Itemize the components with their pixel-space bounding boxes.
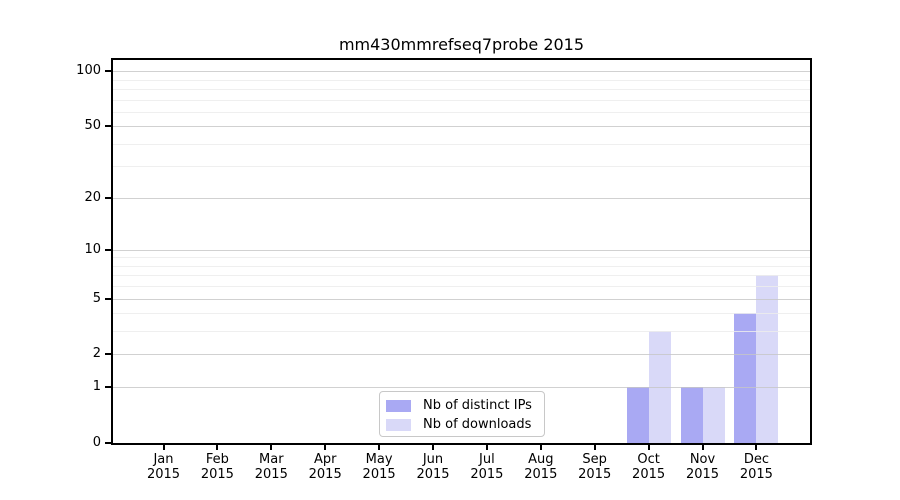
bar-distinct-ips-nov: [680, 387, 703, 443]
plot-border: [111, 58, 812, 445]
x-axis-tick: [485, 445, 488, 450]
x-label-month: Sep: [582, 452, 607, 467]
gridline-minor: [113, 286, 810, 288]
x-label-year: 2015: [578, 467, 612, 482]
x-axis-tick-label: Dec 2015: [724, 452, 788, 482]
x-label-year: 2015: [470, 467, 504, 482]
x-axis-tick: [216, 445, 219, 450]
x-label-month: Jun: [422, 452, 444, 467]
x-axis-tick: [432, 445, 434, 450]
gridline-minor: [113, 88, 810, 90]
x-label-month: Jul: [479, 452, 495, 467]
x-axis-tick: [701, 445, 704, 450]
y-axis-tick-label: 10: [84, 241, 101, 257]
bar-downloads-nov: [702, 387, 725, 443]
y-axis-tick-label: 0: [92, 435, 101, 450]
x-label-month: Mar: [259, 452, 284, 467]
gridline-major: [113, 71, 810, 73]
gridline-major: [113, 197, 810, 199]
gridline-minor: [113, 265, 810, 267]
bar-distinct-ips-oct: [626, 387, 649, 443]
y-axis-tick-label: 5: [92, 290, 101, 306]
legend-label-downloads: Nb of downloads: [423, 417, 532, 432]
bar-distinct-ips-dec: [734, 313, 757, 443]
y-axis-tick: [105, 297, 111, 300]
gridline-minor: [113, 331, 810, 333]
x-axis-tick-label: Jun 2015: [401, 452, 465, 482]
x-label-year: 2015: [200, 467, 234, 482]
y-axis-tick: [105, 386, 111, 389]
y-axis-tick: [105, 248, 111, 251]
y-axis-tick: [105, 70, 111, 73]
x-label-month: Oct: [637, 452, 660, 467]
gridline-minor: [113, 99, 810, 101]
x-axis-tick: [539, 445, 542, 450]
y-axis-tick-label: 20: [84, 189, 101, 205]
y-axis-tick-label: 1: [92, 379, 101, 395]
x-label-year: 2015: [524, 467, 558, 482]
y-axis-tick-label: 50: [84, 118, 101, 134]
x-axis-tick: [378, 445, 381, 450]
x-label-year: 2015: [254, 467, 288, 482]
x-label-year: 2015: [308, 467, 342, 482]
gridline-minor: [113, 143, 810, 145]
x-label-month: Jan: [153, 452, 174, 467]
gridline-minor: [113, 166, 810, 168]
x-axis-tick-label: Apr 2015: [293, 452, 357, 482]
y-axis-tick-label: 2: [92, 346, 101, 362]
x-axis-tick-label: Mar 2015: [239, 452, 303, 482]
x-axis-tick-label: Nov 2015: [671, 452, 735, 482]
gridline-major: [113, 126, 810, 128]
x-axis-tick-label: Sep 2015: [563, 452, 627, 482]
x-label-month: Apr: [313, 452, 337, 467]
legend-swatch-distinct-ips: [386, 399, 411, 412]
gridline-minor: [113, 275, 810, 277]
x-label-year: 2015: [416, 467, 450, 482]
legend-item-distinct-ips: Nb of distinct IPs: [380, 396, 544, 415]
x-axis-tick: [593, 445, 596, 450]
x-label-year: 2015: [146, 467, 181, 482]
y-axis-tick: [105, 125, 111, 128]
legend: Nb of distinct IPs Nb of downloads: [379, 391, 545, 437]
x-axis-tick: [270, 445, 273, 450]
y-axis-tick: [105, 442, 111, 444]
gridline-minor: [113, 313, 810, 315]
y-axis-tick: [105, 353, 111, 356]
x-axis-tick: [647, 445, 650, 450]
x-axis-tick-label: Jul 2015: [455, 452, 519, 482]
x-axis-tick-label: Aug 2015: [509, 452, 573, 482]
y-axis-tick: [105, 196, 111, 199]
x-label-month: May: [365, 452, 393, 467]
legend-item-downloads: Nb of downloads: [380, 415, 544, 434]
x-label-year: 2015: [632, 467, 666, 482]
x-axis-tick-label: May 2015: [347, 452, 411, 482]
x-label-month: Feb: [205, 452, 229, 467]
y-axis-tick-label: 100: [76, 63, 101, 79]
gridline-major: [113, 249, 810, 251]
x-axis-tick: [755, 445, 758, 450]
x-axis-tick-label: Oct 2015: [617, 452, 681, 482]
gridline-major: [113, 298, 810, 300]
bar-downloads-dec: [756, 275, 779, 443]
gridline-major: [113, 354, 810, 356]
x-label-month: Dec: [743, 452, 769, 467]
plot-area: [113, 60, 810, 443]
gridline-major: [113, 387, 810, 389]
gridline-minor: [113, 79, 810, 81]
legend-swatch-downloads: [386, 418, 411, 431]
chart-title: mm430mmrefseq7probe 2015: [338, 35, 585, 54]
x-axis-tick: [324, 445, 327, 450]
x-axis-tick-label: Jan 2015: [132, 452, 196, 482]
gridline-minor: [113, 111, 810, 113]
x-label-month: Nov: [689, 452, 716, 467]
x-label-month: Aug: [528, 452, 554, 467]
x-axis-tick-label: Feb 2015: [185, 452, 249, 482]
x-label-year: 2015: [739, 467, 773, 482]
gridline-minor: [113, 257, 810, 259]
x-label-year: 2015: [362, 467, 396, 482]
x-label-year: 2015: [685, 467, 720, 482]
legend-label-distinct-ips: Nb of distinct IPs: [423, 398, 532, 413]
x-axis-tick: [162, 445, 165, 450]
